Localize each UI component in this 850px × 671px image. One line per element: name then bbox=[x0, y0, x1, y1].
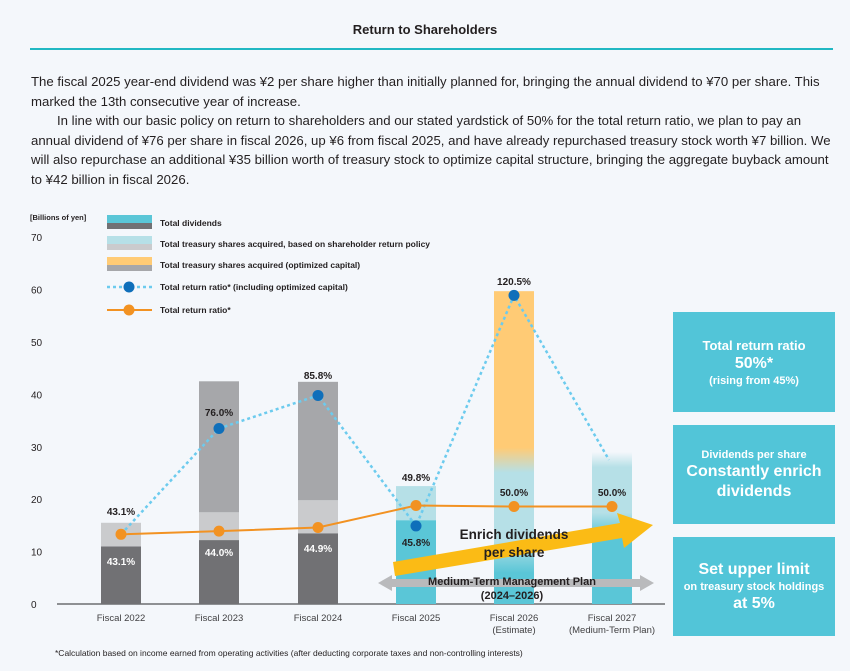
ratio-label: 50.0% bbox=[598, 488, 626, 499]
enrich-arrow-label: per share bbox=[484, 545, 545, 560]
y-tick-label: 70 bbox=[31, 233, 43, 244]
legend-swatch-top bbox=[107, 215, 152, 223]
y-axis-label: [Billions of yen] bbox=[30, 213, 87, 222]
ratio-label: 43.1% bbox=[107, 557, 135, 568]
paragraph-2: In line with our basic policy on return … bbox=[31, 113, 831, 187]
legend-swatch-bottom bbox=[107, 265, 152, 271]
plan-arrow bbox=[378, 575, 654, 591]
callout-3-line-2: on treasury stock holdings bbox=[683, 580, 825, 593]
callout-3-line-3: at 5% bbox=[733, 594, 775, 612]
bar-segment-dividends bbox=[199, 540, 239, 604]
bar-segment-buyback-optimized bbox=[199, 381, 239, 513]
legend-label: Total dividends bbox=[160, 218, 222, 228]
bar-segment-buyback-optimized bbox=[298, 381, 338, 501]
legend-swatch-bottom bbox=[107, 244, 152, 250]
y-tick-label: 0 bbox=[31, 600, 37, 611]
ratio-incl-label: 43.1% bbox=[107, 507, 135, 518]
footnote: *Calculation based on income earned from… bbox=[55, 648, 523, 658]
x-tick-label: (Estimate) bbox=[492, 625, 535, 636]
ratio-label: 49.8% bbox=[402, 473, 430, 484]
bar-segment-dividends bbox=[298, 533, 338, 604]
callout-total-return-ratio: Total return ratio 50%* (rising from 45%… bbox=[673, 312, 835, 412]
ratio-incl-label: 45.8% bbox=[402, 538, 430, 549]
legend-label: Total return ratio* bbox=[160, 305, 231, 315]
ratio-incl-marker bbox=[508, 289, 520, 301]
bar-segment-dividends bbox=[101, 546, 141, 604]
ratio-label: 50.0% bbox=[500, 488, 528, 499]
enrich-arrow-label: Enrich dividends bbox=[460, 527, 569, 542]
legend-swatch-top bbox=[107, 257, 152, 265]
legend-label: Total return ratio* (including optimized… bbox=[160, 282, 348, 292]
paragraph-1: The fiscal 2025 year-end dividend was ¥2… bbox=[31, 74, 820, 109]
y-tick-label: 60 bbox=[31, 286, 43, 297]
legend-label: Total treasury shares acquired (optimize… bbox=[160, 260, 360, 270]
ratio-incl-label: 76.0% bbox=[205, 408, 233, 419]
y-tick-label: 40 bbox=[31, 390, 43, 401]
ratio-label: 44.9% bbox=[304, 544, 332, 555]
ratio-incl-label: 85.8% bbox=[304, 371, 332, 382]
callout-1-line-2: 50%* bbox=[734, 354, 774, 372]
ratio-incl-marker bbox=[312, 389, 324, 401]
page-title: Return to Shareholders bbox=[352, 22, 498, 37]
ratio-marker bbox=[508, 501, 520, 513]
y-tick-label: 10 bbox=[31, 548, 43, 559]
x-tick-label: (Medium-Term Plan) bbox=[569, 625, 655, 636]
legend-swatch-bottom bbox=[107, 223, 152, 229]
x-tick-label: Fiscal 2024 bbox=[294, 613, 343, 624]
legend-label: Total treasury shares acquired, based on… bbox=[160, 239, 430, 249]
ratio-marker bbox=[606, 501, 618, 513]
body-text: The fiscal 2025 year-end dividend was ¥2… bbox=[31, 72, 831, 190]
enrich-arrow bbox=[393, 513, 653, 576]
x-tick-label: Fiscal 2025 bbox=[392, 613, 441, 624]
ratio-marker bbox=[410, 499, 422, 511]
ratio-marker bbox=[312, 521, 324, 533]
callout-2-line-3: dividends bbox=[716, 482, 792, 500]
x-tick-label: Fiscal 2026 bbox=[490, 613, 539, 624]
title-divider bbox=[30, 48, 833, 50]
y-tick-label: 20 bbox=[31, 495, 43, 506]
ratio-label: 44.0% bbox=[205, 548, 233, 559]
callout-3-line-1: Set upper limit bbox=[698, 560, 810, 578]
callout-1-line-1: Total return ratio bbox=[702, 337, 806, 353]
legend-incl-marker bbox=[123, 281, 135, 293]
x-tick-label: Fiscal 2023 bbox=[195, 613, 244, 624]
plan-arrow-label: (2024–2026) bbox=[481, 590, 544, 602]
callout-1-line-3: (rising from 45%) bbox=[709, 374, 799, 387]
callout-dividends-per-share: Dividends per share Constantly enrich di… bbox=[673, 425, 835, 524]
plan-arrow-label: Medium-Term Management Plan bbox=[428, 576, 596, 588]
legend-ratio-marker bbox=[123, 304, 135, 316]
y-tick-label: 50 bbox=[31, 338, 43, 349]
ratio-incl-label: 120.5% bbox=[497, 277, 531, 288]
ratio-incl-marker bbox=[410, 520, 422, 532]
total-return-ratio-incl-line bbox=[120, 292, 611, 536]
callout-treasury-stock-limit: Set upper limit on treasury stock holdin… bbox=[673, 537, 835, 636]
ratio-marker bbox=[115, 528, 127, 540]
callout-2-line-1: Dividends per share bbox=[701, 448, 807, 461]
callout-2-line-2: Constantly enrich bbox=[686, 462, 822, 480]
x-tick-label: Fiscal 2022 bbox=[97, 613, 146, 624]
ratio-marker bbox=[213, 525, 225, 537]
y-tick-label: 30 bbox=[31, 443, 43, 454]
legend-swatch-top bbox=[107, 236, 152, 244]
x-tick-label: Fiscal 2027 bbox=[588, 613, 637, 624]
ratio-incl-marker bbox=[213, 422, 225, 434]
total-return-ratio-line bbox=[120, 504, 612, 536]
